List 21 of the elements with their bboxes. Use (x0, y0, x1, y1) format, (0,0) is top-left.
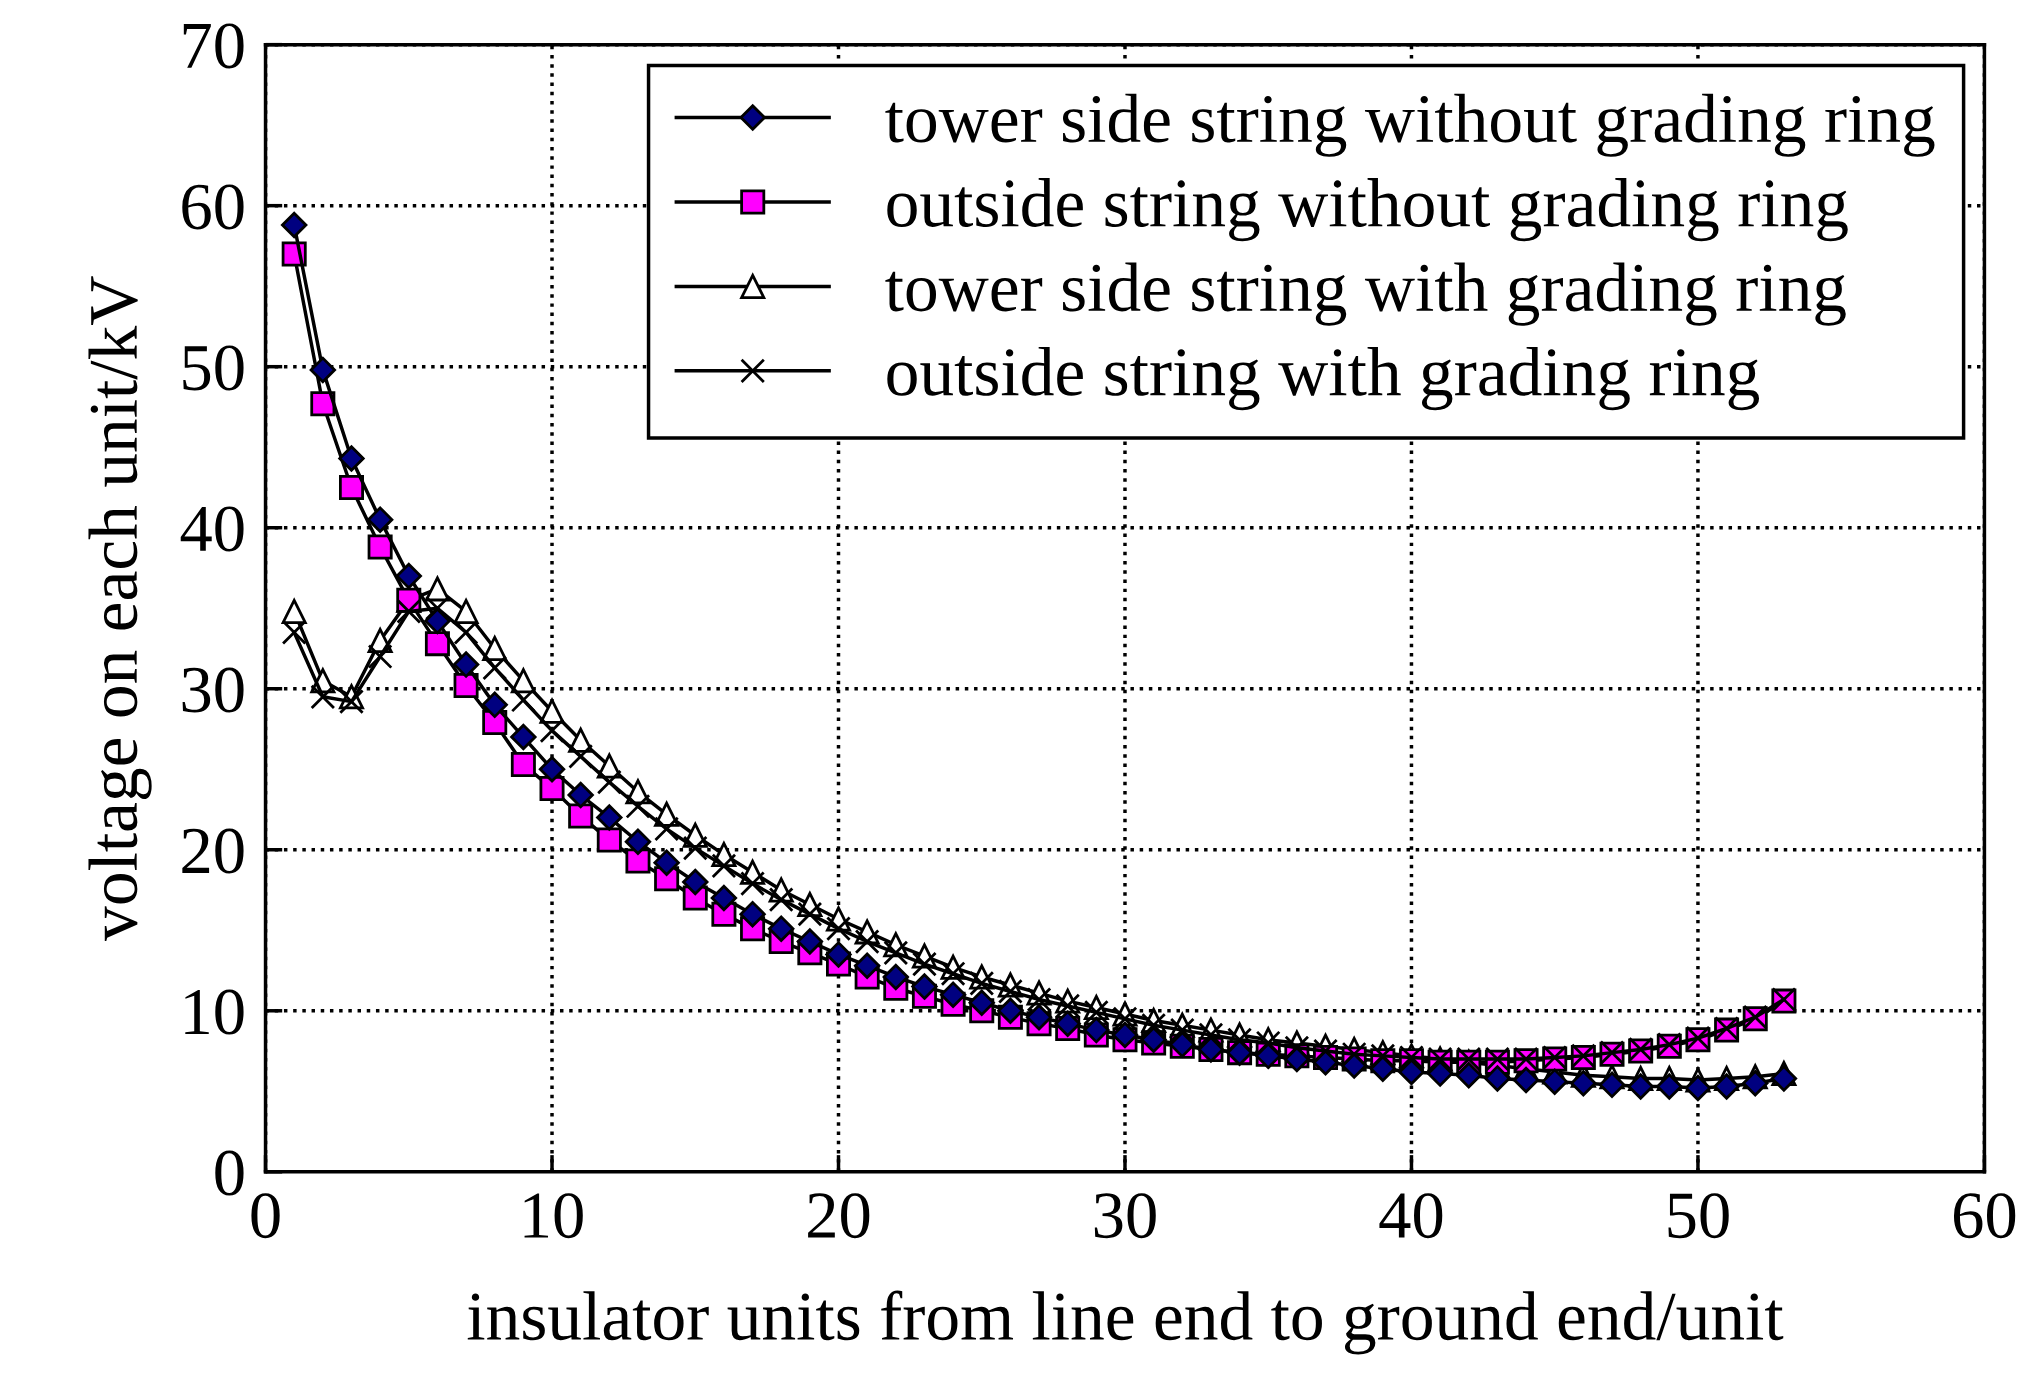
x-tick-label: 20 (808, 1193, 870, 1239)
legend-label: tower side string with grading ring (885, 262, 1846, 326)
y-tick-label: 60 (182, 184, 244, 230)
y-tick-label: 30 (182, 667, 244, 713)
x-tick-label: 30 (1094, 1193, 1156, 1239)
y-tick-label: 0 (215, 1150, 244, 1196)
legend-label: tower side string without grading ring (885, 93, 1935, 157)
legend-label: outside string with grading ring (887, 346, 1760, 411)
y-tick-label: 70 (183, 23, 244, 69)
x-tick-label: 60 (1953, 1193, 2016, 1239)
y-tick-label: 40 (180, 506, 244, 552)
x-tick-label: 0 (251, 1193, 280, 1239)
legend-label: outside string without grading ring (887, 178, 1848, 242)
y-tick-label: 20 (182, 828, 244, 874)
y-axis-title: voltage on each unit/kV (88, 276, 152, 941)
x-tick-label: 50 (1668, 1193, 1729, 1239)
x-tick-label: 40 (1379, 1193, 1443, 1239)
y-tick-label: 50 (183, 345, 244, 391)
x-tick-label: 10 (524, 1193, 583, 1239)
x-axis-title: insulator units from line end to ground end/unit (467, 1290, 1784, 1355)
y-tick-label: 10 (185, 989, 244, 1035)
